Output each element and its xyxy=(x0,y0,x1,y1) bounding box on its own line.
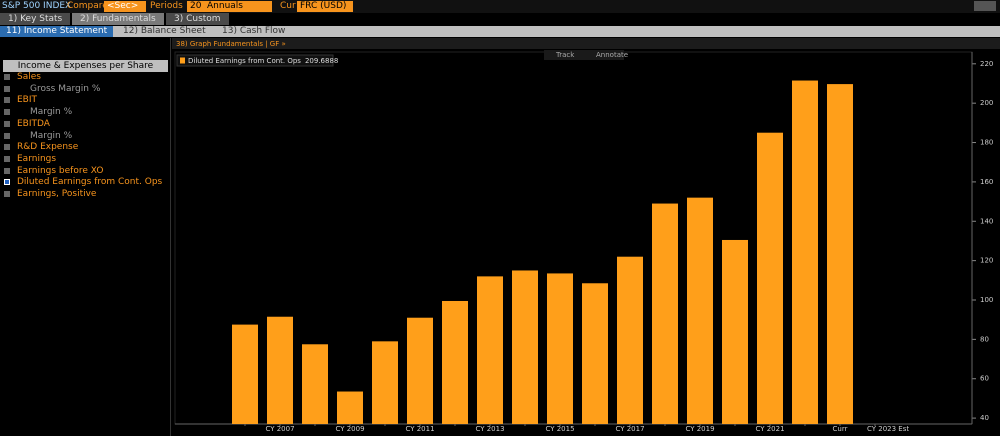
y-tick-label: 140 xyxy=(980,217,993,225)
bar xyxy=(582,283,608,424)
y-tick-label: 80 xyxy=(980,335,989,343)
subtab[interactable]: 11) Income Statement xyxy=(0,26,114,37)
panel-item[interactable]: Earnings before XO xyxy=(17,165,104,176)
subtab[interactable]: 13) Cash Flow xyxy=(222,26,286,36)
legend-label: Diluted Earnings from Cont. Ops xyxy=(188,57,301,65)
currency-field[interactable]: FRC (USD) xyxy=(297,1,353,12)
x-tick-label: CY 2013 xyxy=(475,425,504,433)
legend-box xyxy=(176,54,334,67)
chart: 38) Graph Fundamentals | GF » Track Annot… xyxy=(172,38,1000,433)
checkbox[interactable] xyxy=(4,132,10,139)
panel-title: Income & Expenses per Share xyxy=(3,60,168,72)
chart-header xyxy=(172,38,1000,49)
left-panel xyxy=(0,38,171,436)
legend-swatch xyxy=(180,57,185,64)
panel-item[interactable]: Earnings xyxy=(17,153,57,164)
y-tick-label: 40 xyxy=(980,414,989,422)
bar xyxy=(617,256,643,424)
subtab-bar xyxy=(0,26,1000,37)
label: Cur xyxy=(280,1,296,11)
checkbox[interactable] xyxy=(4,85,10,92)
period-dropdown[interactable]: Annuals xyxy=(204,1,272,12)
label: Periods xyxy=(150,1,183,11)
bar xyxy=(757,132,783,424)
subtab[interactable]: 12) Balance Sheet xyxy=(123,26,206,36)
label: Compare xyxy=(67,1,108,11)
bar xyxy=(652,203,678,424)
security: S&P 500 INDEX xyxy=(2,1,72,11)
legend-value: 209.6888 xyxy=(305,57,338,65)
bar xyxy=(372,341,398,424)
x-tick-label: CY 2023 Est xyxy=(867,425,909,433)
tab[interactable]: 3) Custom xyxy=(166,13,229,25)
bar xyxy=(407,317,433,424)
y-tick-label: 100 xyxy=(980,296,993,304)
y-tick-label: 180 xyxy=(980,139,993,147)
search-icon[interactable] xyxy=(974,1,996,11)
bar xyxy=(477,276,503,424)
compare-field[interactable]: <Sec> xyxy=(104,1,146,12)
chart-tool[interactable]: Annotate xyxy=(596,51,628,59)
x-tick-label: CY 2007 xyxy=(265,425,294,433)
x-tick-label: CY 2011 xyxy=(405,425,434,433)
tab[interactable]: 1) Key Stats xyxy=(0,13,71,25)
checkbox[interactable] xyxy=(4,167,10,174)
bar xyxy=(442,300,468,424)
panel-item[interactable]: EBIT xyxy=(17,95,38,106)
checkbox[interactable] xyxy=(4,155,10,162)
bar xyxy=(827,84,853,424)
bar xyxy=(302,344,328,424)
panel-item[interactable]: Sales xyxy=(17,72,41,82)
bar xyxy=(792,80,818,425)
graph-header: 38) Graph Fundamentals | GF » xyxy=(176,40,286,48)
periods-field[interactable]: 20 xyxy=(187,1,205,12)
x-tick-label: Curr xyxy=(833,425,848,433)
panel-item[interactable]: EBITDA xyxy=(17,118,50,129)
tab[interactable]: 2) Fundamentals xyxy=(72,13,164,25)
bar xyxy=(337,391,363,424)
x-tick-label: CY 2021 xyxy=(755,425,784,433)
bar xyxy=(512,270,538,424)
y-tick-label: 120 xyxy=(980,257,993,265)
bar xyxy=(687,197,713,424)
checkbox[interactable] xyxy=(4,74,10,80)
x-tick-label: CY 2009 xyxy=(335,425,364,433)
chart-tool[interactable]: Track xyxy=(555,51,575,59)
checkbox[interactable] xyxy=(4,120,10,127)
tool-bar xyxy=(544,50,624,60)
panel-subitem[interactable]: Gross Margin % xyxy=(30,83,101,94)
checkbox[interactable] xyxy=(4,109,10,116)
panel-item[interactable]: Diluted Earnings from Cont. Ops xyxy=(17,177,163,188)
checkbox[interactable] xyxy=(4,179,10,186)
bar xyxy=(267,316,293,424)
bar xyxy=(232,324,258,424)
x-tick-label: CY 2019 xyxy=(685,425,714,433)
checkbox[interactable] xyxy=(4,144,10,151)
bar xyxy=(547,273,573,424)
x-tick-label: CY 2015 xyxy=(545,425,574,433)
panel-subitem[interactable]: Margin % xyxy=(30,130,73,141)
bar xyxy=(722,239,748,424)
panel-item[interactable]: R&D Expense xyxy=(17,142,79,153)
y-tick-label: 220 xyxy=(980,60,993,68)
y-tick-label: 200 xyxy=(980,99,993,107)
checkbox[interactable] xyxy=(4,97,10,104)
y-tick-label: 160 xyxy=(980,178,993,186)
checkbox[interactable] xyxy=(4,191,10,197)
y-tick-label: 60 xyxy=(980,375,989,383)
panel-subitem[interactable]: Margin % xyxy=(30,107,73,118)
panel-item[interactable]: Earnings, Positive xyxy=(17,189,97,199)
x-tick-label: CY 2017 xyxy=(615,425,644,433)
